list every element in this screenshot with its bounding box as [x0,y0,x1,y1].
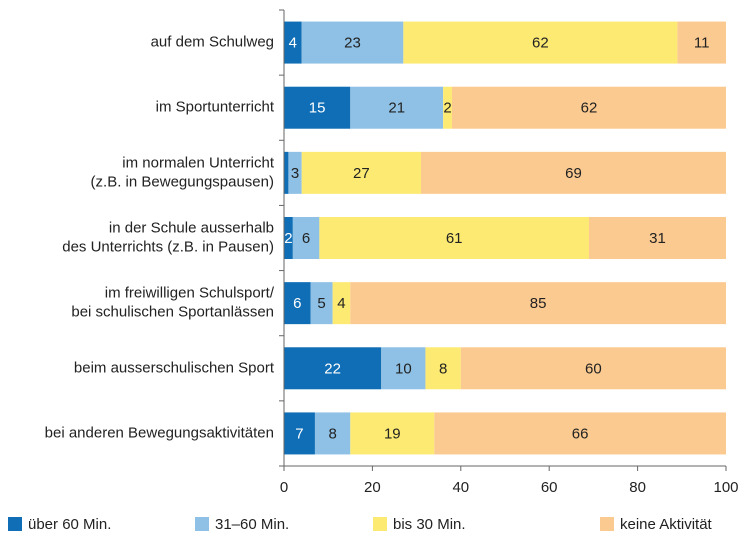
category-label: im Sportunterricht [156,99,275,116]
bar-value-label: 22 [324,360,341,377]
category-label: beim ausserschulischen Sport [74,359,275,376]
category-label: auf dem Schulweg [151,34,274,51]
legend-swatch [195,517,209,531]
bar-segment [310,282,333,325]
bar-value-label: 5 [317,295,325,312]
bar-value-label: 11 [694,35,710,52]
bar-segment [434,412,726,455]
bar-value-label: 31 [649,230,666,247]
category-label: bei anderen Bewegungsaktivitäten [45,424,274,441]
bar-segment [284,151,289,194]
legend-swatch [373,517,387,531]
category-label-line: in der Schule ausserhalb [109,219,274,236]
bar-value-label: 62 [581,100,598,117]
category-label-line: beim ausserschulischen Sport [74,359,275,376]
bar-segment [350,412,435,455]
bar-segment [284,217,293,259]
category-label-line: des Unterrichts (z.B. in Pausen) [62,238,274,255]
bar-value-label: 60 [585,360,602,377]
bar-segment [350,282,726,325]
category-label: im freiwilligen Schulsport/bei schulisch… [71,285,274,321]
bar-value-label: 62 [532,35,549,52]
bar-value-label: 8 [439,360,447,377]
category-label: in der Schule ausserhalb des Unterrichts … [62,219,274,255]
bar-segment [284,347,382,390]
x-tick-label: 60 [541,479,558,496]
bar-segment [460,347,726,390]
bar-segment [301,21,404,64]
bar-segment [284,282,311,325]
legend-label: über 60 Min. [28,516,111,533]
legend-label: bis 30 Min. [393,516,466,533]
bar-value-label: 10 [395,360,412,377]
x-tick-label: 40 [452,479,469,496]
bar-segment [677,21,726,64]
bar-value-label: 3 [291,165,299,182]
bar-segment [284,412,315,455]
bar-segment [301,151,422,194]
x-tick-label: 100 [713,479,738,496]
bar-value-label: 23 [344,35,361,52]
category-label: im normalen Unterricht (z.B. in Bewegungs… [91,154,275,190]
category-label-line: bei anderen Bewegungsaktivitäten [45,424,274,441]
legend-swatch [8,517,22,531]
x-tick-label: 20 [364,479,381,496]
bar-segment [588,217,726,259]
bar-segment [284,86,351,129]
x-tick-label: 0 [280,479,288,496]
bar-value-label: 19 [384,425,401,442]
bar-segment [350,86,444,129]
bar-value-label: 15 [309,100,326,117]
bar-value-label: 2 [284,230,292,247]
bar-value-label: 8 [328,425,336,442]
bar-value-label: 6 [293,295,301,312]
bar-segment [403,21,678,64]
x-tick-label: 80 [629,479,646,496]
bar-segment [425,347,461,390]
bar-segment [421,151,726,194]
bar-segment [451,86,726,129]
bar-segment [381,347,426,390]
bar-value-label: 6 [302,230,310,247]
bar-segment [292,217,320,259]
category-label-line: im freiwilligen Schulsport/ [105,285,275,302]
bar-value-label: 27 [353,165,370,182]
category-label-line: auf dem Schulweg [151,34,274,51]
legend-label: 31–60 Min. [215,516,289,533]
legend-label: keine Aktivität [620,516,713,533]
bar-segment [288,151,302,194]
bar-value-label: 69 [565,165,582,182]
legend-swatch [600,517,614,531]
bar-value-label: 66 [572,425,589,442]
category-label-line: im normalen Unterricht [122,154,275,171]
bar-value-label: 85 [530,295,547,312]
bar-segment [284,21,302,64]
category-label-line: bei schulischen Sportanlässen [71,304,274,321]
bar-value-label: 7 [295,425,303,442]
category-label-line: (z.B. in Bewegungspausen) [91,173,274,190]
bar-segment [332,282,351,325]
bar-value-label: 61 [446,230,463,247]
bar-value-label: 4 [289,35,297,52]
bar-value-label: 4 [337,295,345,312]
bar-segment [443,86,452,129]
bar-segment [314,412,351,455]
bar-value-label: 21 [388,100,405,117]
category-label-line: im Sportunterricht [156,99,275,116]
bar-value-label: 2 [443,100,451,117]
bar-segment [319,217,589,259]
